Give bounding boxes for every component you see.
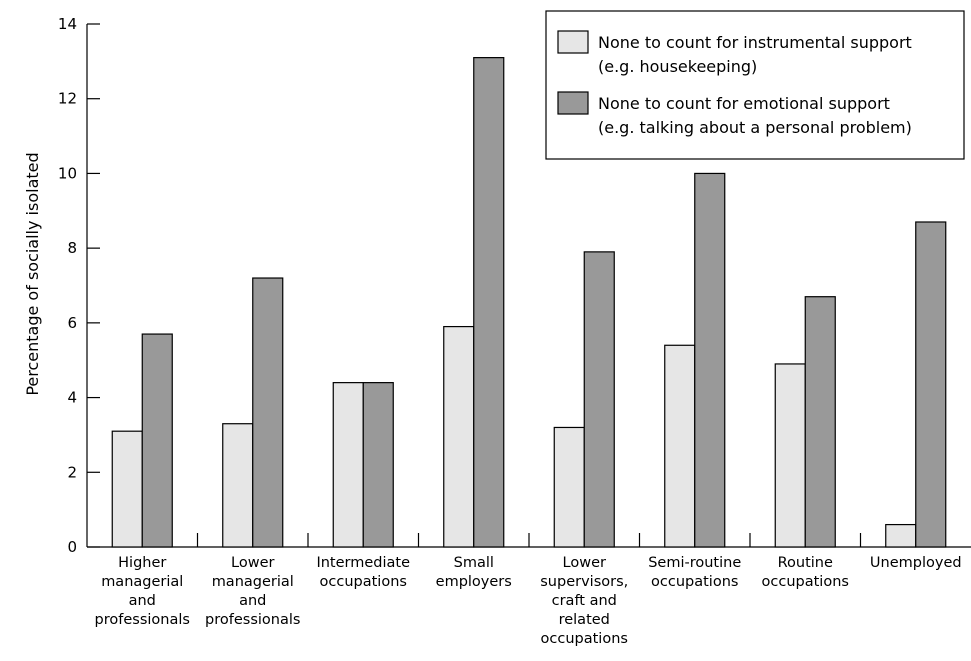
bar-instrumental-support [222, 423, 254, 548]
legend-box [545, 10, 965, 160]
bar-emotional-support [915, 221, 947, 548]
legend-label: None to count for emotional support (e.g.… [598, 94, 912, 137]
legend-label: None to count for instrumental support (e… [598, 33, 912, 76]
x-tick-label: Lower managerial and professionals [205, 555, 300, 628]
bars [111, 57, 947, 548]
legend-swatch [557, 30, 589, 54]
legend-swatch [557, 91, 589, 115]
bar-instrumental-support [111, 430, 143, 548]
bar-emotional-support [141, 333, 173, 548]
y-tick-label: 0 [67, 538, 77, 556]
bar-emotional-support [473, 57, 505, 548]
x-tick-label: Higher managerial and professionals [95, 555, 190, 628]
x-tick-label: Routine occupations [762, 555, 849, 590]
x-tick-label: Unemployed [870, 555, 962, 571]
bar-emotional-support [583, 251, 615, 548]
y-tick-label: 4 [67, 389, 77, 407]
y-tick-label: 12 [58, 90, 77, 108]
bar-instrumental-support [553, 426, 585, 548]
bar-emotional-support [804, 296, 836, 548]
bar-instrumental-support [443, 325, 475, 548]
bar-emotional-support [362, 382, 394, 548]
y-tick-label: 10 [58, 164, 77, 182]
x-tick-label: Lower supervisors, craft and related occupat… [540, 555, 628, 647]
bar-instrumental-support [885, 523, 917, 548]
y-tick-label: 14 [58, 15, 77, 33]
y-tick-label: 2 [67, 463, 77, 481]
x-tick-label: Semi-routine occupations [648, 555, 741, 590]
bar-instrumental-support [664, 344, 696, 548]
bar-emotional-support [694, 172, 726, 548]
y-tick-label: 6 [67, 314, 77, 332]
x-tick-label: Small employers [436, 555, 512, 590]
y-tick-label: 8 [67, 239, 77, 257]
bar-instrumental-support [332, 382, 364, 548]
bar-emotional-support [252, 277, 284, 548]
y-axis-title: Percentage of socially isolated [23, 152, 42, 395]
bar-instrumental-support [774, 363, 806, 548]
y-axis: 0 2 4 6 8 10 12 14 [58, 15, 100, 556]
x-tick-label: Intermediate occupations [316, 555, 410, 590]
legend: None to count for instrumental support (e… [545, 10, 965, 160]
